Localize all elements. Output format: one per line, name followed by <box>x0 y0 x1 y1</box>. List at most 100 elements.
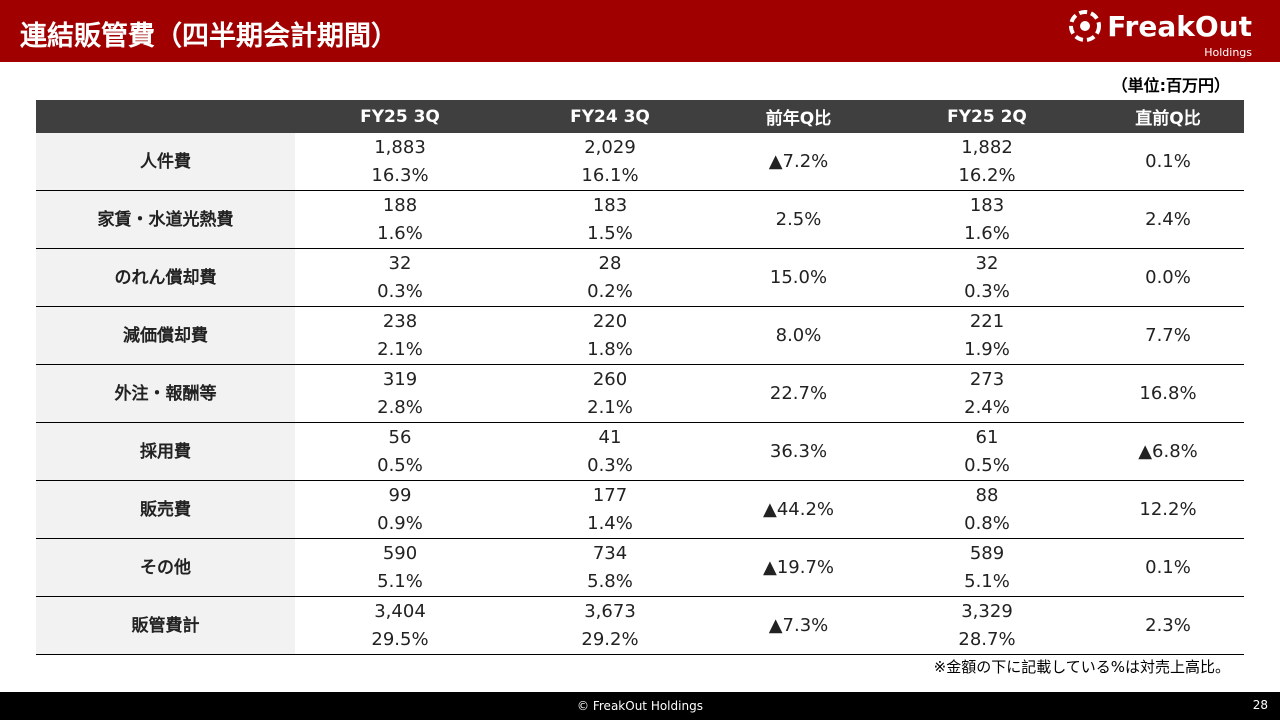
cell: 734 5.8% <box>505 538 715 597</box>
cell: 0.1% <box>1092 538 1244 597</box>
row: 人件費 1,883 16.3% 2,029 16.1% ▲7.2% 1,882 16.2% 0.… <box>36 133 1244 191</box>
row-label: 採用費 <box>36 422 295 481</box>
amount: 734 <box>592 542 628 564</box>
row: その他 590 5.1% 734 5.8% ▲19.7% 589 5.1% 0.1% <box>36 538 1244 597</box>
amount: 273 <box>969 368 1005 390</box>
cell: 238 2.1% <box>295 306 505 365</box>
cell: 0.1% <box>1092 133 1244 191</box>
amount: 1,883 <box>374 136 426 158</box>
amount: 183 <box>592 194 628 216</box>
row-label: 販管費計 <box>36 596 295 655</box>
cell: 32 0.3% <box>295 248 505 307</box>
ratio: 0.3% <box>964 280 1010 302</box>
cell: 56 0.5% <box>295 422 505 481</box>
ratio: 2.4% <box>964 396 1010 418</box>
cell: 12.2% <box>1092 480 1244 539</box>
amount: 319 <box>382 368 418 390</box>
ratio: 1.8% <box>587 338 633 360</box>
cell: 2.5% <box>715 190 882 249</box>
cell: 61 0.5% <box>882 422 1092 481</box>
cell: 221 1.9% <box>882 306 1092 365</box>
amount: 220 <box>592 310 628 332</box>
amount: 177 <box>592 484 628 506</box>
cell: 22.7% <box>715 364 882 423</box>
amount: 32 <box>388 252 412 274</box>
header-row: FY25 3Q FY24 3Q 前年Q比 FY25 2Q 直前Q比 <box>36 100 1244 133</box>
row: 販管費計 3,404 29.5% 3,673 29.2% ▲7.3% 3,329 28.7% 2… <box>36 596 1244 655</box>
cell: 220 1.8% <box>505 306 715 365</box>
amount: 41 <box>598 426 622 448</box>
row-label: 販売費 <box>36 480 295 539</box>
amount: 88 <box>975 484 999 506</box>
cell: 2.4% <box>1092 190 1244 249</box>
title: 連結販管費（四半期会計期間） <box>20 21 398 52</box>
ratio: 2.1% <box>377 338 423 360</box>
cell: 183 1.5% <box>505 190 715 249</box>
cell: 183 1.6% <box>882 190 1092 249</box>
cell: 3,673 29.2% <box>505 596 715 655</box>
cell: 99 0.9% <box>295 480 505 539</box>
ratio: 1.5% <box>587 222 633 244</box>
ratio: 5.1% <box>964 570 1010 592</box>
cell: ▲7.2% <box>715 133 882 191</box>
ratio: 28.7% <box>958 628 1016 650</box>
ratio: 0.3% <box>587 454 633 476</box>
ratio: 1.4% <box>587 512 633 534</box>
amount: 188 <box>382 194 418 216</box>
row-label: 人件費 <box>36 133 295 191</box>
cell: 8.0% <box>715 306 882 365</box>
amount: 590 <box>382 542 418 564</box>
amount: 183 <box>969 194 1005 216</box>
cell: 15.0% <box>715 248 882 307</box>
copyright: © FreakOut Holdings <box>577 699 703 713</box>
ratio: 16.3% <box>371 164 429 186</box>
amount: 3,673 <box>584 600 636 622</box>
cell: ▲44.2% <box>715 480 882 539</box>
ratio: 5.1% <box>377 570 423 592</box>
logo-sub: Holdings <box>1204 46 1252 59</box>
cell: 32 0.3% <box>882 248 1092 307</box>
ratio: 2.1% <box>587 396 633 418</box>
cell: 3,404 29.5% <box>295 596 505 655</box>
row-label: のれん償却費 <box>36 248 295 307</box>
amount: 221 <box>969 310 1005 332</box>
amount: 2,029 <box>584 136 636 158</box>
amount: 238 <box>382 310 418 332</box>
cell: 589 5.1% <box>882 538 1092 597</box>
amount: 61 <box>975 426 999 448</box>
ratio: 0.2% <box>587 280 633 302</box>
column-header <box>36 100 295 133</box>
table: FY25 3Q FY24 3Q 前年Q比 FY25 2Q 直前Q比 人件費 1,883 16… <box>36 100 1244 655</box>
cell: ▲7.3% <box>715 596 882 655</box>
cell: 188 1.6% <box>295 190 505 249</box>
row: 外注・報酬等 319 2.8% 260 2.1% 22.7% 273 2.4% 16.8% <box>36 364 1244 423</box>
page-number: 28 <box>1252 698 1268 712</box>
row-label: その他 <box>36 538 295 597</box>
cell: 273 2.4% <box>882 364 1092 423</box>
logo: FreakOut <box>1067 8 1252 44</box>
cell: 7.7% <box>1092 306 1244 365</box>
row-label: 家賃・水道光熱費 <box>36 190 295 249</box>
cell: 590 5.1% <box>295 538 505 597</box>
row: 家賃・水道光熱費 188 1.6% 183 1.5% 2.5% 183 1.6% 2.4% <box>36 190 1244 249</box>
cell: 319 2.8% <box>295 364 505 423</box>
ratio: 2.8% <box>377 396 423 418</box>
cell: 0.0% <box>1092 248 1244 307</box>
ratio: 16.2% <box>958 164 1016 186</box>
cell: 260 2.1% <box>505 364 715 423</box>
column-header: 直前Q比 <box>1092 100 1244 133</box>
logo-icon <box>1069 10 1102 42</box>
ratio: 0.5% <box>964 454 1010 476</box>
amount: 56 <box>388 426 412 448</box>
amount: 260 <box>592 368 628 390</box>
cell: ▲19.7% <box>715 538 882 597</box>
row: 採用費 56 0.5% 41 0.3% 36.3% 61 0.5% ▲6.8% <box>36 422 1244 481</box>
row: 減価償却費 238 2.1% 220 1.8% 8.0% 221 1.9% 7.7% <box>36 306 1244 365</box>
cell: 2,029 16.1% <box>505 133 715 191</box>
cell: 3,329 28.7% <box>882 596 1092 655</box>
ratio: 29.2% <box>581 628 639 650</box>
logo-text: FreakOut <box>1107 9 1252 43</box>
ratio: 0.5% <box>377 454 423 476</box>
row-label: 外注・報酬等 <box>36 364 295 423</box>
